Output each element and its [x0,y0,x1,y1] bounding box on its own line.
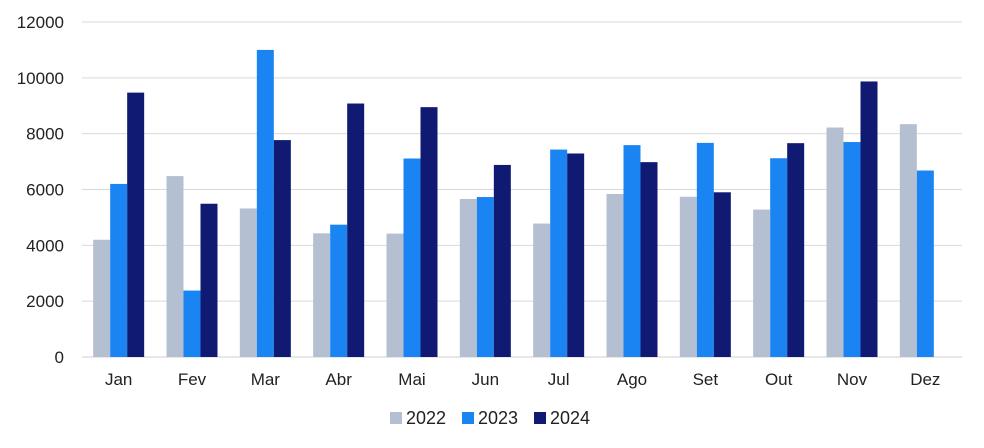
bar-2023-out [770,158,788,357]
legend: 2022 2023 2024 [390,408,590,428]
bar-2024-out [787,143,805,357]
bar-2022-jul [533,223,551,357]
x-tick-label: Set [693,370,719,389]
bar-2024-set [713,192,731,357]
gridlines [82,21,962,358]
legend-label: 2023 [478,408,518,428]
x-tick-label: Nov [837,370,868,389]
bars [93,49,934,358]
bar-2024-mar [273,140,291,357]
bar-2024-jan [127,92,145,358]
bar-2024-fev [200,203,218,357]
y-tick-label: 10000 [17,69,64,88]
bar-2024-nov [860,81,878,358]
x-tick-label: Abr [325,370,352,389]
legend-swatch-2024 [534,412,546,424]
x-tick-label: Fev [178,370,207,389]
bar-2023-fev [183,290,201,357]
bar-2022-mar [239,208,257,357]
legend-label: 2022 [406,408,446,428]
bar-2022-fev [166,176,184,357]
bar-2024-jun [493,164,511,357]
y-tick-label: 4000 [26,236,64,255]
x-tick-label: Jun [472,370,499,389]
bar-2024-jul [567,153,585,357]
y-tick-label: 2000 [26,292,64,311]
bar-2022-jun [459,198,477,357]
bar-2023-jul [550,149,568,357]
bar-2023-dez [916,170,934,357]
x-tick-label: Out [765,370,793,389]
y-tick-label: 0 [55,348,64,367]
x-tick-label: Dez [910,370,940,389]
bar-2023-abr [330,224,348,357]
x-tick-label: Jul [548,370,570,389]
bar-2023-ago [623,145,641,357]
bar-2022-ago [606,193,624,357]
bar-2023-mai [403,158,421,357]
y-tick-label: 6000 [26,181,64,200]
bar-2022-set [679,196,697,357]
bar-2022-nov [826,127,844,358]
bar-2023-nov [843,142,861,357]
x-axis: Jan Fev Mar Abr Mai Jun Jul Ago Set Out Nov Dez [105,370,940,389]
bar-2024-abr [347,103,365,358]
legend-swatch-2023 [462,412,474,424]
y-tick-label: 12000 [17,13,64,32]
bar-2023-jan [110,183,128,357]
y-axis: 0 2000 4000 6000 8000 10000 12000 [17,13,64,367]
y-tick-label: 8000 [26,125,64,144]
x-tick-label: Mar [251,370,281,389]
bar-2022-mai [386,233,404,357]
bar-2022-dez [899,124,917,357]
bar-2022-abr [313,233,331,357]
legend-label: 2024 [550,408,590,428]
bar-2024-ago [640,162,658,357]
x-tick-label: Ago [617,370,647,389]
bar-2023-jun [476,197,494,357]
x-tick-label: Jan [105,370,132,389]
legend-swatch-2022 [390,412,402,424]
bar-2023-set [696,142,714,357]
bar-2024-mai [420,107,438,357]
bar-2023-mar [256,49,274,358]
x-tick-label: Mai [398,370,425,389]
bar-2022-out [753,209,771,357]
bar-2022-jan [93,239,111,357]
